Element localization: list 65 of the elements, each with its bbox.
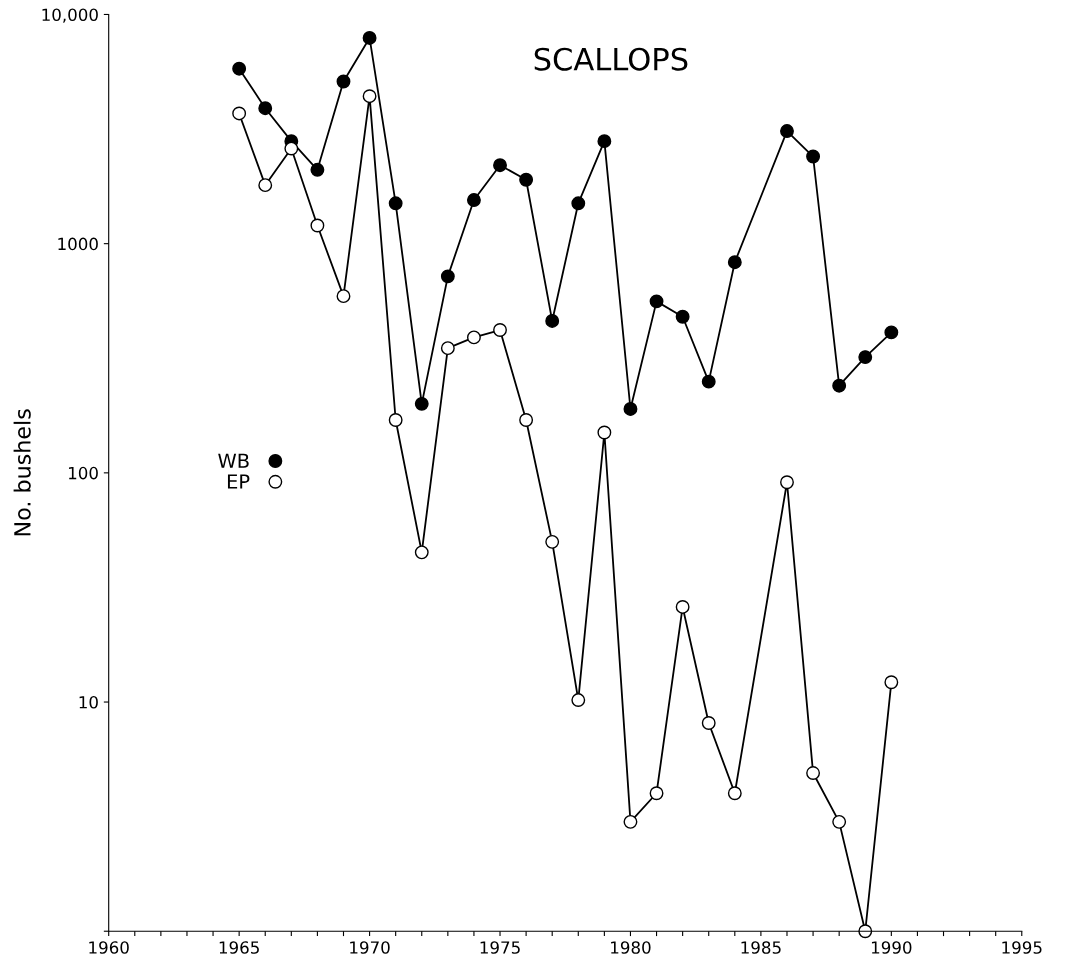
point (701, 374, 716, 389)
point (545, 314, 560, 328)
y-tick-label: 10,000 (42, 8, 98, 23)
legend-label: WB (218, 453, 249, 468)
x-tick-label: 1980 (611, 941, 651, 954)
point (414, 396, 429, 411)
text: SCALLOPS (534, 47, 688, 71)
y-axis-title: No. bushels (13, 409, 31, 536)
point (832, 814, 847, 829)
point (571, 196, 586, 211)
y-tick-label: 10 (79, 696, 98, 709)
point (440, 341, 455, 356)
point (858, 924, 873, 939)
point (258, 178, 273, 193)
point (675, 599, 690, 614)
point (232, 106, 247, 121)
point (258, 101, 273, 116)
point (571, 693, 586, 708)
point (649, 294, 664, 309)
point (884, 325, 899, 340)
point (727, 786, 742, 801)
point (649, 786, 664, 801)
point (493, 323, 507, 337)
point (232, 61, 247, 76)
point (858, 350, 873, 365)
point (336, 289, 351, 304)
x-tick-label: 1995 (1002, 941, 1042, 954)
point (623, 402, 638, 416)
point (806, 766, 821, 780)
point (336, 74, 351, 89)
point (780, 124, 794, 138)
y-tick-label: 1000 (58, 237, 98, 251)
point (597, 425, 612, 440)
point (310, 162, 325, 177)
point (310, 218, 325, 233)
x-tick-label: 1985 (741, 941, 781, 954)
point (466, 330, 481, 345)
point (440, 269, 455, 284)
x-tick-label: 1970 (350, 941, 390, 954)
point (388, 413, 403, 427)
point (362, 89, 377, 104)
point (727, 255, 742, 270)
point (519, 172, 534, 187)
point (806, 149, 821, 164)
point (780, 475, 794, 490)
point (675, 309, 690, 324)
x-tick-label: 1975 (480, 941, 520, 954)
x-tick-label: 1965 (219, 941, 259, 954)
point (832, 378, 847, 393)
point (597, 134, 612, 149)
point (388, 196, 403, 211)
y-tick-label: 100 (69, 466, 98, 480)
point (493, 158, 507, 173)
x-tick-label: 1960 (89, 941, 129, 954)
point (701, 716, 716, 730)
point (466, 193, 481, 207)
point (884, 675, 899, 690)
x-tick-label: 1990 (871, 941, 912, 954)
legend-label: EP (227, 474, 250, 489)
point (623, 814, 638, 829)
point (284, 141, 299, 156)
point (545, 534, 560, 549)
point (519, 413, 534, 427)
point (414, 545, 429, 560)
point (362, 30, 377, 45)
